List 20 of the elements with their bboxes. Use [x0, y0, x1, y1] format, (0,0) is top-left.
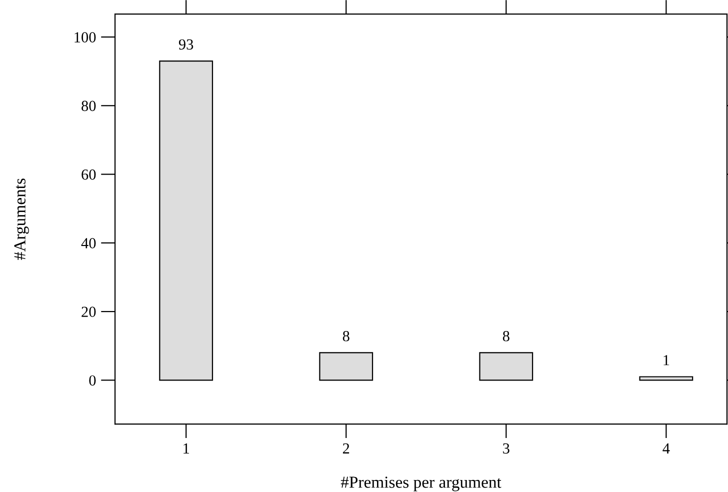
data-label: 8 — [502, 330, 510, 342]
x-axis-title: #Premises per argument — [340, 476, 502, 492]
data-label: 93 — [178, 39, 194, 50]
x-tick-label: 1 — [184, 443, 189, 454]
data-label: 8 — [342, 330, 350, 342]
x-tick-label: 4 — [662, 443, 670, 454]
y-tick-label: 80 — [82, 100, 96, 112]
bar — [479, 352, 534, 381]
y-tick-label: 20 — [82, 306, 96, 317]
y-tick-label: 100 — [74, 32, 96, 42]
bar — [319, 352, 374, 381]
bar — [639, 376, 694, 381]
y-tick-label: 60 — [82, 169, 96, 180]
data-label: 1 — [664, 355, 670, 366]
y-tick-label: 40 — [81, 238, 96, 248]
bar — [159, 60, 214, 381]
x-tick-label: 2 — [342, 443, 350, 454]
y-tick-label: 0 — [89, 375, 96, 386]
x-tick-label: 3 — [503, 443, 510, 454]
y-axis-title: #Arguments — [14, 178, 29, 260]
